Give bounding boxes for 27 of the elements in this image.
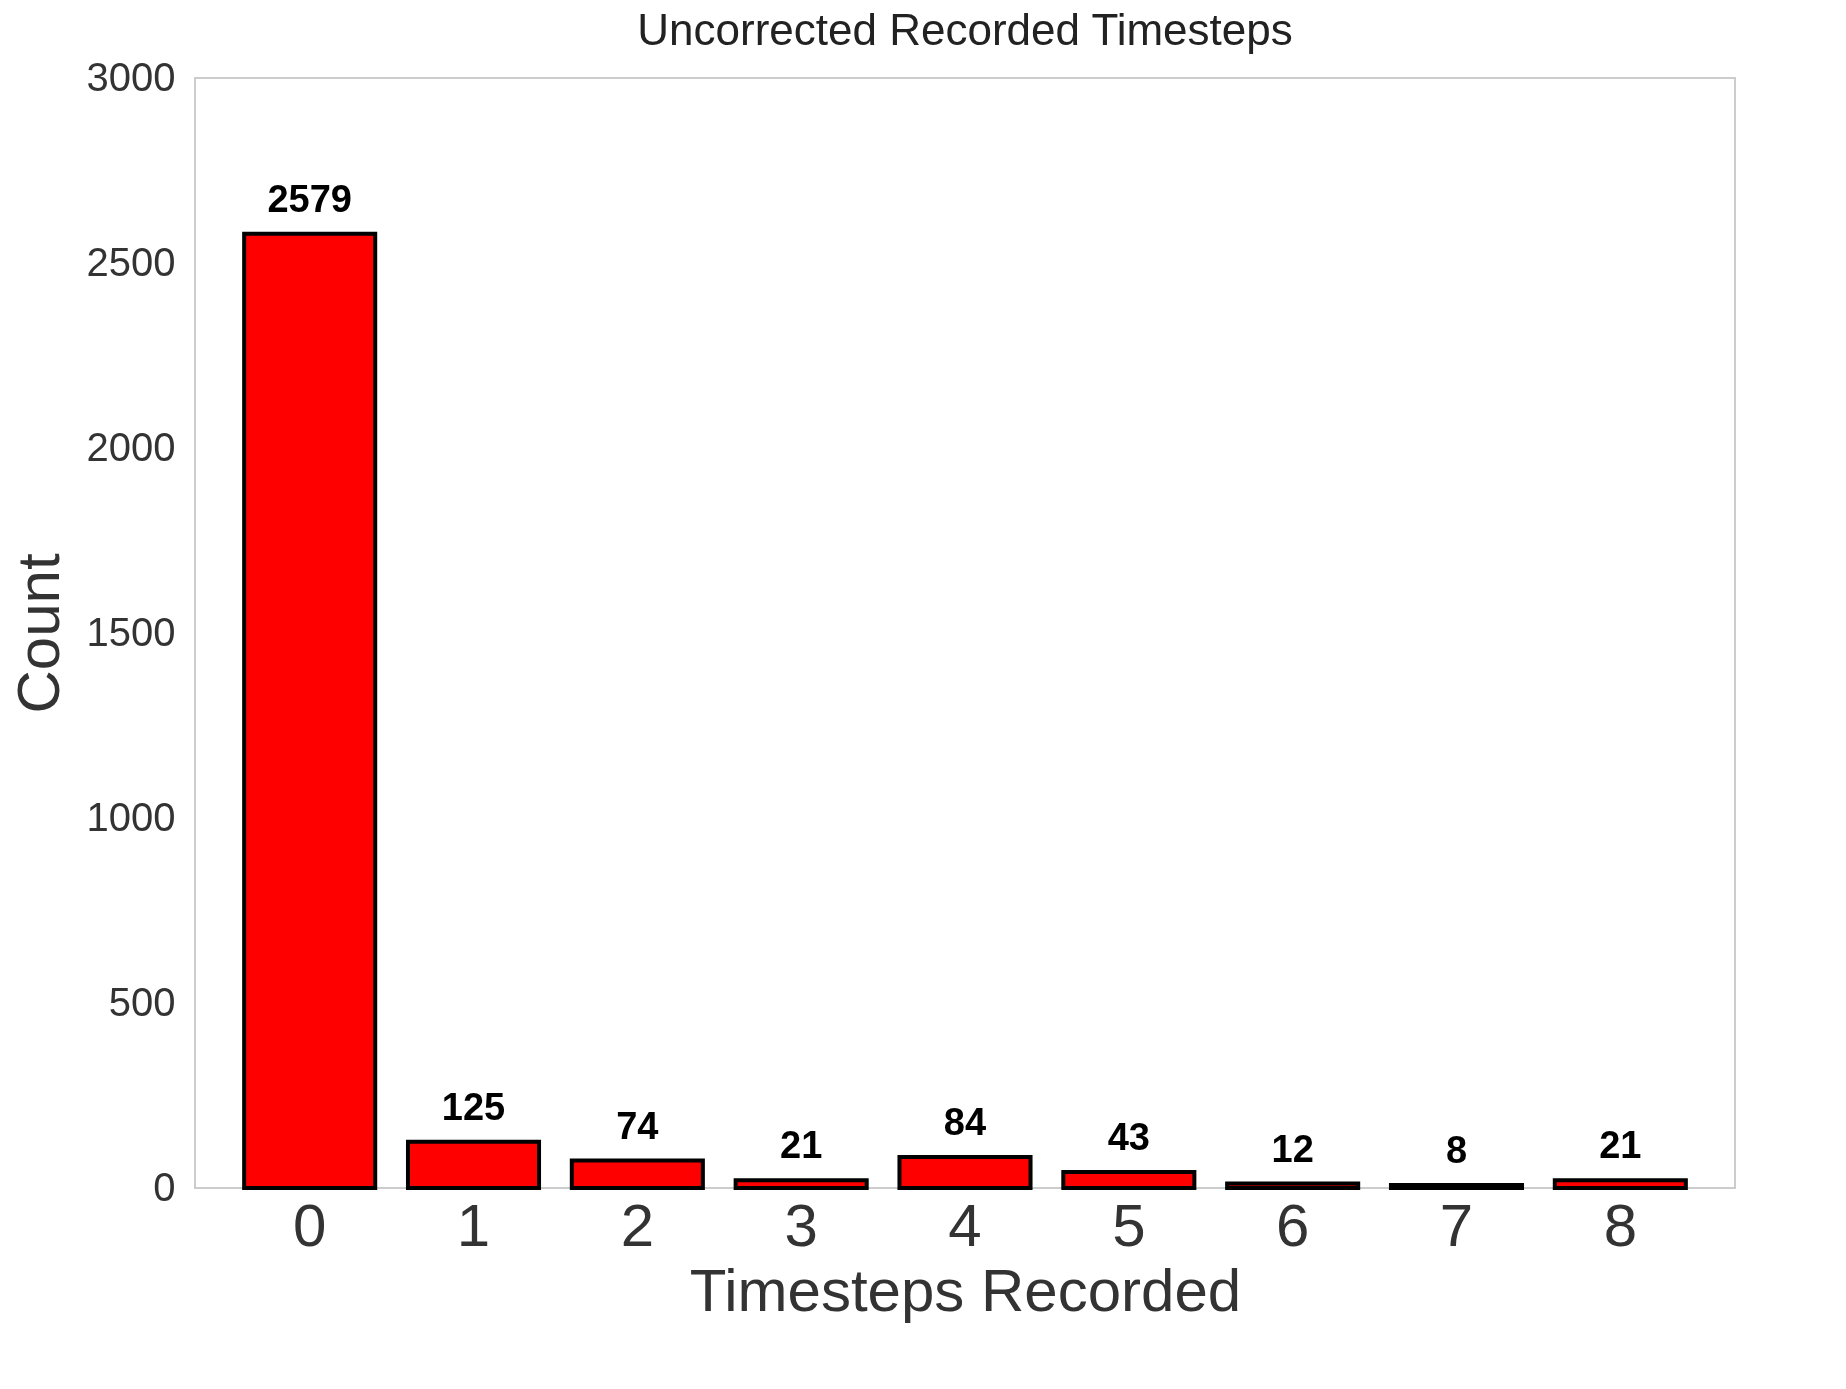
x-tick-label: 2: [620, 1191, 655, 1259]
data-label: 125: [441, 1085, 506, 1128]
x-tick-label: 4: [948, 1191, 982, 1259]
data-label: 12: [1271, 1127, 1314, 1170]
data-label: 2579: [267, 177, 352, 220]
x-tick-label: 0: [292, 1191, 327, 1259]
data-label: 84: [943, 1100, 987, 1143]
x-tick-label: 6: [1275, 1191, 1310, 1259]
data-label: 8: [1445, 1129, 1468, 1172]
y-tick-label: 1500: [86, 609, 176, 654]
chart-title: Uncorrected Recorded Timesteps: [637, 5, 1293, 54]
data-label: 43: [1107, 1116, 1150, 1159]
x-tick-label: 7: [1439, 1191, 1474, 1259]
x-tick-label: 3: [784, 1191, 818, 1259]
y-tick-label: 500: [108, 979, 176, 1024]
data-label: 21: [1599, 1124, 1642, 1167]
x-tick-label: 5: [1112, 1191, 1146, 1259]
data-label: 74: [616, 1104, 659, 1147]
y-tick-label: 3000: [86, 54, 176, 99]
y-axis-title: Count: [4, 553, 72, 714]
data-label: 21: [780, 1124, 823, 1167]
x-tick-label: 1: [456, 1191, 491, 1259]
y-tick-label: 2000: [86, 424, 176, 469]
y-tick-label: 2500: [86, 239, 176, 284]
x-axis-title: Timesteps Recorded: [689, 1256, 1242, 1324]
x-tick-label: 8: [1603, 1191, 1638, 1259]
y-tick-label: 1000: [86, 794, 176, 839]
